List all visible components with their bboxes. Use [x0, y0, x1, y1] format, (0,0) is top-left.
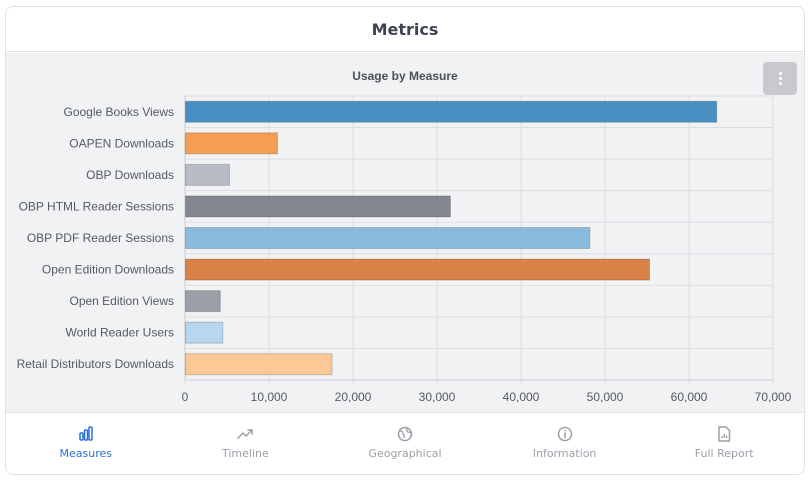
- x-tick-label: 40,000: [503, 390, 540, 404]
- tab-bar: Measures Timeline Geographical Informati…: [6, 412, 804, 474]
- chart-menu-button[interactable]: [763, 62, 797, 95]
- bar: [185, 321, 224, 344]
- card-title: Metrics: [371, 19, 439, 39]
- report-icon: [718, 426, 731, 442]
- category-label: Retail Distributors Downloads: [17, 357, 174, 371]
- menu-dot-icon: [778, 82, 782, 85]
- bar: [185, 100, 718, 123]
- bar: [185, 132, 278, 155]
- bar: [185, 258, 651, 281]
- x-tick-label: 60,000: [671, 390, 708, 404]
- bar: [185, 290, 221, 313]
- tab-information[interactable]: Information: [485, 413, 645, 474]
- trending-up-icon: [237, 429, 254, 439]
- x-tick-label: 20,000: [335, 390, 372, 404]
- category-label: World Reader Users: [66, 326, 174, 340]
- category-label: OAPEN Downloads: [69, 136, 174, 150]
- x-tick-label: 0: [182, 390, 189, 404]
- x-tick-label: 30,000: [419, 390, 456, 404]
- bar: [185, 353, 333, 376]
- card-header: Metrics: [6, 7, 804, 52]
- menu-dot-icon: [778, 72, 782, 75]
- tab-label: Timeline: [222, 447, 269, 460]
- bar: [185, 227, 591, 249]
- category-label: Google Books Views: [63, 105, 174, 119]
- tab-full-report[interactable]: Full Report: [644, 413, 804, 474]
- bar-chart-icon: [79, 426, 93, 441]
- bar: [185, 163, 231, 186]
- globe-icon: [397, 426, 413, 442]
- bar-chart: Usage by Measure 0 10,000 20,000 30,000 40,00…: [17, 69, 792, 404]
- chart-title: Usage by Measure: [352, 69, 458, 83]
- tab-geographical[interactable]: Geographical: [325, 413, 485, 474]
- tab-label: Full Report: [694, 447, 754, 460]
- info-icon: [557, 426, 572, 442]
- category-label: Open Edition Downloads: [42, 263, 174, 277]
- tab-label: Geographical: [368, 447, 442, 460]
- category-label: OBP PDF Reader Sessions: [27, 231, 174, 245]
- category-label: OBP HTML Reader Sessions: [19, 199, 174, 213]
- tab-timeline[interactable]: Timeline: [166, 413, 326, 474]
- x-tick-label: 10,000: [251, 390, 288, 404]
- x-tick-label: 70,000: [755, 390, 792, 404]
- tab-measures[interactable]: Measures: [6, 413, 166, 474]
- metrics-card: Metrics Usage by Measure 0 10,000 20,000 30,…: [5, 6, 805, 475]
- category-label: Open Edition Views: [69, 294, 174, 308]
- tab-label: Information: [532, 447, 597, 460]
- chart-area: Usage by Measure 0 10,000 20,000 30,000 40,00…: [6, 53, 804, 412]
- category-label: OBP Downloads: [86, 168, 174, 182]
- tab-label: Measures: [59, 447, 113, 460]
- x-tick-label: 50,000: [587, 390, 624, 404]
- bar: [185, 195, 451, 218]
- menu-dot-icon: [778, 77, 782, 80]
